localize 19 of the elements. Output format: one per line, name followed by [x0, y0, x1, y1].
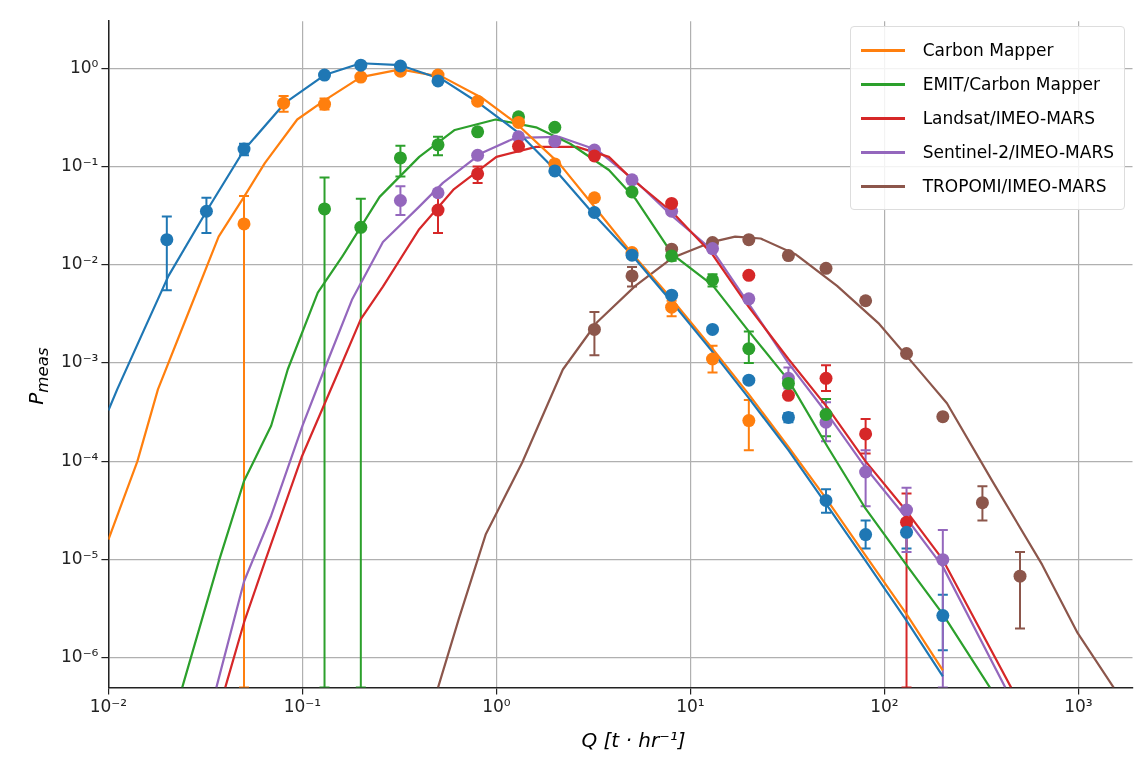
legend-label: Carbon Mapper [922, 40, 1054, 60]
y-tick-label: 10⁻³ [61, 351, 99, 372]
y-tick-label: 10⁰ [69, 56, 99, 77]
legend-label: TROPOMI/IMEO-MARS [922, 176, 1107, 196]
legend-label: EMIT/Carbon Mapper [922, 74, 1100, 94]
x-tick-label: 10⁻² [89, 696, 128, 717]
x-tick-label: 10⁻¹ [283, 696, 322, 717]
y-tick-label: 10⁻¹ [61, 154, 99, 175]
x-tick-label: 10³ [1064, 696, 1093, 717]
x-axis-title: Q [t · hr⁻¹] [580, 728, 687, 752]
y-tick-label: 10⁻⁶ [61, 646, 99, 667]
x-tick-label: 10¹ [676, 696, 705, 717]
legend-label: Landsat/IMEO-MARS [922, 108, 1096, 128]
y-tick-label: 10⁻⁵ [61, 548, 99, 569]
x-tick-label: 10⁰ [482, 696, 511, 717]
legend-label: Sentinel-2/IMEO-MARS [922, 142, 1114, 162]
y-tick-label: 10⁻⁴ [61, 449, 99, 470]
y-tick-label: 10⁻² [61, 253, 99, 274]
x-tick-label: 10² [870, 696, 899, 717]
